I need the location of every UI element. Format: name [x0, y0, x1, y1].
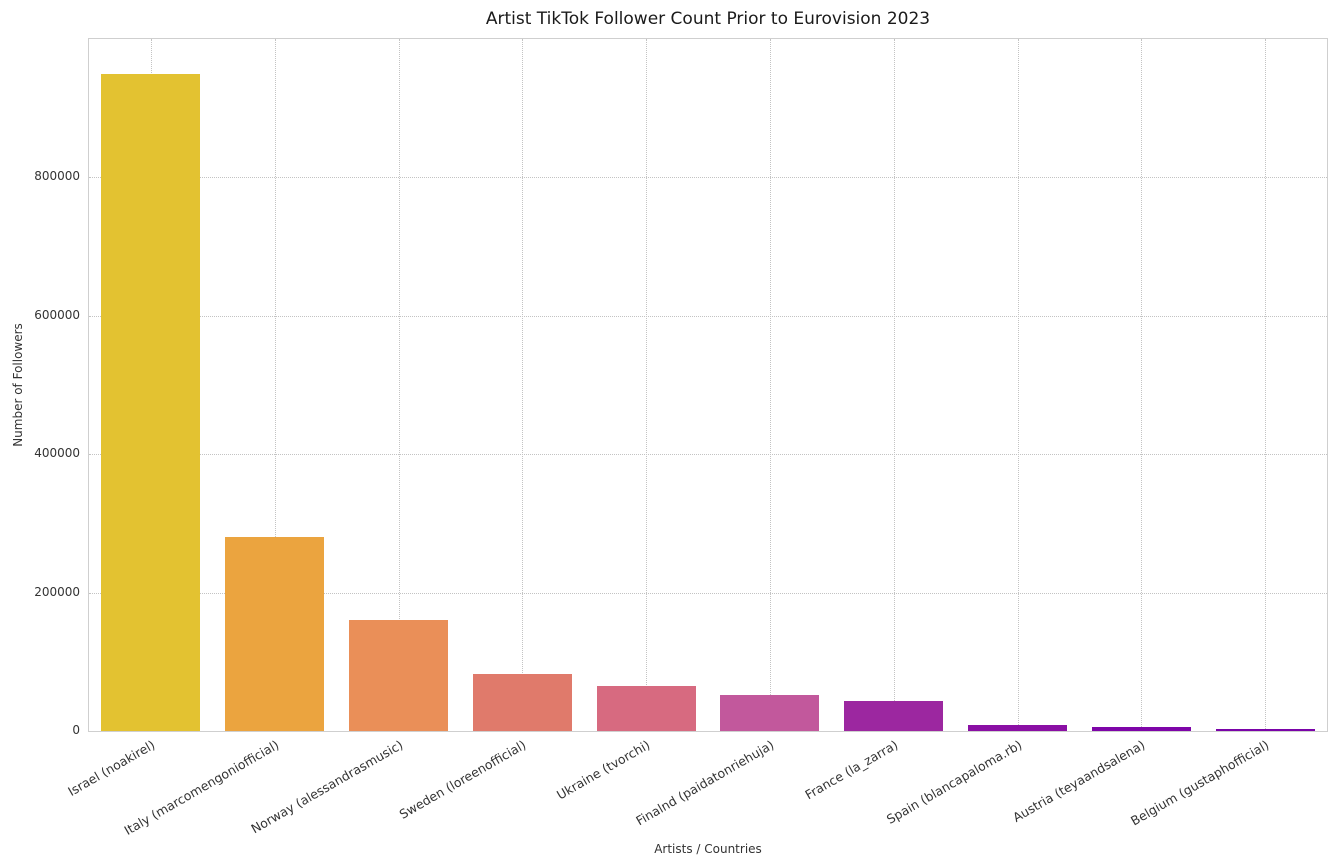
- y-axis-label-container: Number of Followers: [10, 38, 26, 732]
- y-axis-label: Number of Followers: [11, 323, 26, 447]
- y-tick-label: 200000: [34, 584, 80, 599]
- bar: [225, 537, 325, 731]
- v-gridline: [274, 39, 276, 731]
- x-axis-label: Artists / Countries: [654, 842, 762, 856]
- h-gridline: [89, 177, 1327, 179]
- bar: [720, 695, 820, 731]
- y-tick-label: 0: [72, 723, 80, 737]
- h-gridline: [89, 592, 1327, 594]
- v-gridline: [1017, 39, 1019, 731]
- y-tick-label: 800000: [34, 169, 80, 184]
- bar: [348, 620, 448, 731]
- bar: [967, 725, 1067, 731]
- bar: [844, 700, 944, 731]
- v-gridline: [1265, 39, 1267, 731]
- v-gridline: [1141, 39, 1143, 731]
- v-gridline: [522, 39, 524, 731]
- v-gridline: [893, 39, 895, 731]
- plot-area: [88, 38, 1328, 732]
- v-gridline: [646, 39, 648, 731]
- h-gridline: [89, 454, 1327, 456]
- bar: [472, 673, 572, 731]
- bar: [596, 686, 696, 731]
- h-gridline: [89, 315, 1327, 317]
- bar: [1215, 728, 1315, 731]
- y-tick-label: 600000: [34, 307, 80, 322]
- chart-title: Artist TikTok Follower Count Prior to Eu…: [485, 9, 931, 29]
- v-gridline: [769, 39, 771, 731]
- y-tick-label: 400000: [34, 446, 80, 461]
- bar: [101, 73, 201, 731]
- v-gridline: [398, 39, 400, 731]
- bar: [1091, 726, 1191, 731]
